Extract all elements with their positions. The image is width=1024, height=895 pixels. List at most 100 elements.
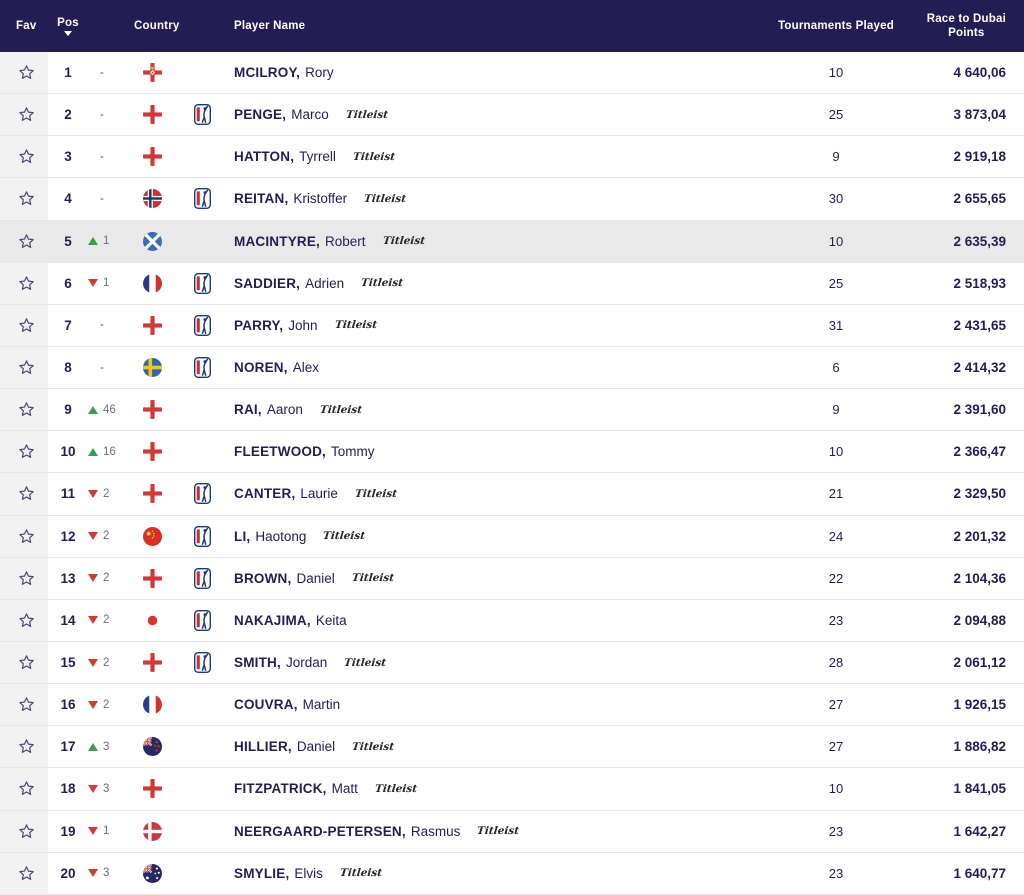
player-first-name: Daniel [296, 570, 335, 586]
column-header-pos[interactable]: Pos [48, 17, 88, 36]
player-name-cell[interactable]: RAI, Aaron Titleist [234, 389, 776, 430]
player-first-name: Alex [292, 360, 319, 376]
column-header-fav[interactable]: Fav [0, 20, 48, 32]
table-row[interactable]: 18 3 FITZPATRICK, Matt Titleist 10 1 841… [0, 768, 1024, 811]
column-header-points[interactable]: Race to Dubai Points [896, 12, 1006, 40]
favorite-cell [0, 852, 48, 894]
player-name-cell[interactable]: FITZPATRICK, Matt Titleist [234, 768, 776, 809]
player-last-name: NOREN, [234, 360, 288, 376]
player-name-cell[interactable]: NEERGAARD-PETERSEN, Rasmus Titleist [234, 811, 776, 852]
player-last-name: BROWN, [234, 570, 292, 586]
player-first-name: Daniel [296, 739, 336, 755]
player-name-cell[interactable]: MACINTYRE, Robert Titleist [234, 221, 776, 262]
table-row[interactable]: 8 - NOREN, Alex 6 2 414,32 [0, 346, 1024, 390]
favorite-cell [0, 304, 48, 346]
position-movement: 2 [88, 473, 134, 514]
country-flag-cell [134, 263, 170, 304]
player-name-cell[interactable]: HATTON, Tyrrell Titleist [234, 136, 776, 177]
table-row[interactable]: 11 2 CANTER, Laurie Titleist 21 2 329,50 [0, 473, 1024, 516]
titleist-brand-logo: Titleist [343, 656, 387, 669]
favorite-cell [0, 94, 48, 136]
column-header-country[interactable]: Country [134, 20, 234, 32]
favorite-star-icon[interactable] [17, 232, 36, 251]
sort-descending-caret-icon [64, 30, 72, 36]
table-row[interactable]: 10 16 FLEETWOOD, Tommy 10 2 366,47 [0, 431, 1024, 474]
player-name-cell[interactable]: FLEETWOOD, Tommy [234, 431, 776, 472]
favorite-star-icon[interactable] [17, 189, 36, 208]
favorite-star-icon[interactable] [17, 779, 36, 798]
player-name-cell[interactable]: REITAN, Kristoffer Titleist [234, 178, 776, 219]
country-flag-cell [134, 52, 170, 93]
player-name-cell[interactable]: NOREN, Alex [234, 347, 776, 388]
favorite-star-icon[interactable] [17, 695, 36, 714]
column-header-player[interactable]: Player Name [234, 20, 776, 32]
position-movement: - [88, 178, 134, 219]
table-row[interactable]: 15 2 SMITH, Jordan Titleist 28 2 061,12 [0, 641, 1024, 685]
country-flag-cell [134, 178, 170, 219]
table-row[interactable]: 3 - HATTON, Tyrrell Titleist 9 2 919,18 [0, 136, 1024, 179]
favorite-star-icon[interactable] [17, 147, 36, 166]
favorite-star-icon[interactable] [17, 611, 36, 630]
favorite-star-icon[interactable] [17, 822, 36, 841]
player-name-cell[interactable]: NAKAJIMA, Keita [234, 600, 776, 641]
player-name-cell[interactable]: CANTER, Laurie Titleist [234, 473, 776, 514]
favorite-star-icon[interactable] [17, 527, 36, 546]
favorite-star-icon[interactable] [17, 484, 36, 503]
table-row[interactable]: 1 - MCILROY, Rory 10 4 640,06 [0, 52, 1024, 95]
favorite-star-icon[interactable] [17, 358, 36, 377]
movement-amount: 2 [103, 656, 110, 669]
player-first-name: Tyrrell [299, 149, 336, 165]
table-row[interactable]: 20 3 SMYLIE, Elvis Titleist 23 1 640,77 [0, 852, 1024, 895]
table-row[interactable]: 12 2 LI, Haotong Titleist 24 2 201,32 [0, 515, 1024, 558]
tournaments-played-value: 25 [828, 107, 844, 123]
favorite-star-icon[interactable] [17, 442, 36, 461]
tour-logo-cell [170, 221, 234, 262]
table-row[interactable]: 16 2 COUVRA, Martin 27 1 926,15 [0, 684, 1024, 727]
favorite-star-icon[interactable] [17, 316, 36, 335]
table-row[interactable]: 7 - PARRY, John Titleist 31 2 431,65 [0, 304, 1024, 347]
table-row[interactable]: 4 - REITAN, Kristoffer Titleist 30 2 655… [0, 178, 1024, 221]
player-name-cell[interactable]: MCILROY, Rory [234, 52, 776, 93]
table-row[interactable]: 5 1 MACINTYRE, Robert Titleist 10 2 635,… [0, 220, 1024, 263]
player-name-cell[interactable]: LI, Haotong Titleist [234, 516, 776, 557]
table-row[interactable]: 14 2 NAKAJIMA, Keita 23 2 094,88 [0, 599, 1024, 642]
table-row[interactable]: 19 1 NEERGAARD-PETERSEN, Rasmus Titleist… [0, 810, 1024, 853]
player-name-cell[interactable]: BROWN, Daniel Titleist [234, 558, 776, 599]
table-row[interactable]: 2 - PENGE, Marco Titleist 25 3 873,04 [0, 94, 1024, 137]
favorite-star-icon[interactable] [17, 864, 36, 883]
table-row[interactable]: 13 2 BROWN, Daniel Titleist 22 2 104,36 [0, 557, 1024, 600]
favorite-star-icon[interactable] [17, 274, 36, 293]
favorite-cell [0, 431, 48, 473]
race-to-dubai-points-value: 1 841,05 [953, 781, 1006, 797]
favorite-star-icon[interactable] [17, 653, 36, 672]
player-name-cell[interactable]: COUVRA, Martin [234, 684, 776, 725]
favorite-star-icon[interactable] [17, 569, 36, 588]
player-name-cell[interactable]: SMYLIE, Elvis Titleist [234, 853, 776, 894]
player-last-name: SMYLIE, [234, 865, 290, 881]
player-name-cell[interactable]: SMITH, Jordan Titleist [234, 642, 776, 683]
titleist-brand-logo: Titleist [374, 782, 418, 795]
player-name-cell[interactable]: PENGE, Marco Titleist [234, 94, 776, 135]
favorite-star-icon[interactable] [17, 63, 36, 82]
player-name-cell[interactable]: HILLIER, Daniel Titleist [234, 726, 776, 767]
country-flag-cell [134, 768, 170, 809]
race-to-dubai-points-value: 2 431,65 [953, 317, 1006, 333]
player-name-cell[interactable]: SADDIER, Adrien Titleist [234, 263, 776, 304]
position-movement: 1 [88, 811, 134, 852]
tour-logo-cell [170, 726, 234, 767]
country-flag-icon-northern-ireland [143, 63, 162, 82]
table-row[interactable]: 6 1 SADDIER, Adrien Titleist 25 2 518,93 [0, 262, 1024, 305]
position-value: 2 [64, 107, 72, 123]
column-header-tournaments[interactable]: Tournaments Played [776, 20, 896, 32]
table-row[interactable]: 17 3 HILLIER, Daniel Titleist 27 1 886,8… [0, 726, 1024, 769]
no-movement-dash: - [100, 150, 104, 163]
favorite-star-icon[interactable] [17, 737, 36, 756]
player-name-cell[interactable]: PARRY, John Titleist [234, 305, 776, 346]
movement-amount: 2 [103, 698, 110, 711]
favorite-star-icon[interactable] [17, 105, 36, 124]
favorite-star-icon[interactable] [17, 400, 36, 419]
country-flag-icon-england [143, 105, 162, 124]
table-row[interactable]: 9 46 RAI, Aaron Titleist 9 2 391,60 [0, 389, 1024, 432]
race-to-dubai-points-value: 3 873,04 [953, 107, 1006, 123]
position-value: 7 [64, 317, 72, 333]
